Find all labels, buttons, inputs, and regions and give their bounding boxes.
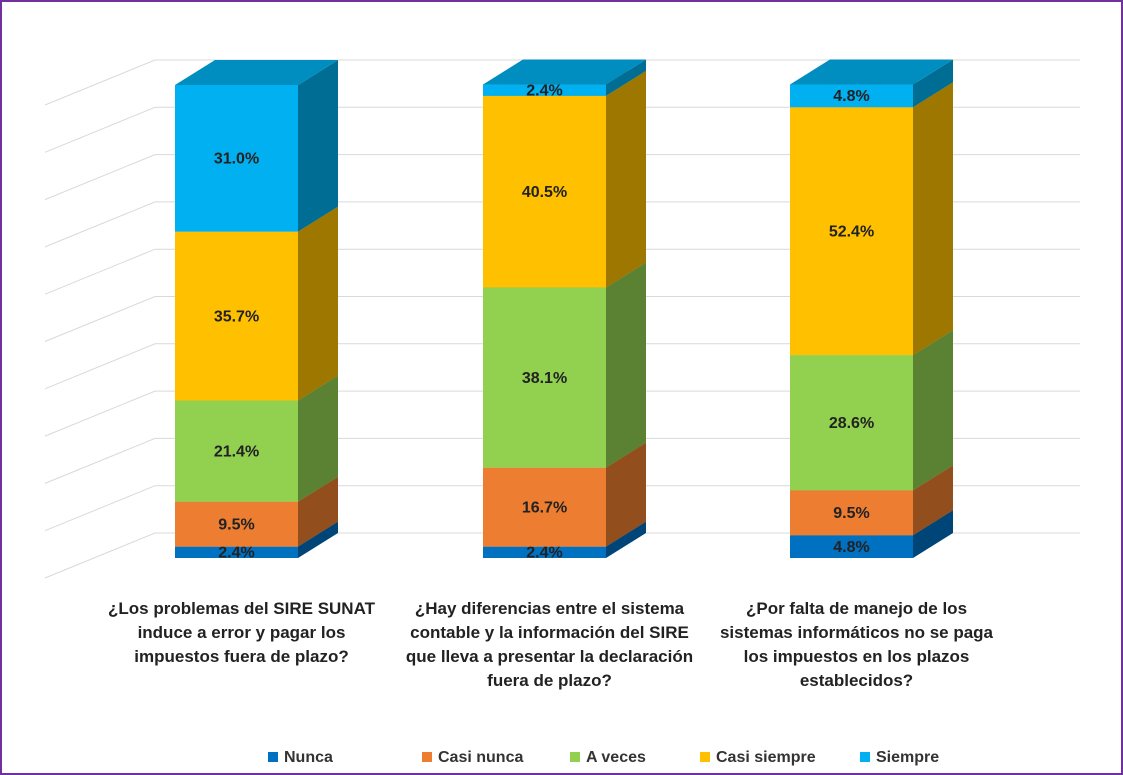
bar [483, 84, 606, 96]
bar-side [298, 375, 338, 502]
legend-label: Casi nunca [438, 749, 523, 766]
bar-top [483, 59, 646, 85]
data-label: 9.5% [218, 516, 254, 533]
bar-top [790, 59, 953, 85]
legend-swatch [860, 752, 870, 762]
grid-line [44, 59, 1080, 106]
bar [790, 490, 913, 536]
data-label: 4.8% [833, 88, 869, 105]
bar-side [606, 442, 646, 547]
grid-line [44, 248, 1080, 295]
legend-swatch [422, 752, 432, 762]
bar [483, 95, 606, 288]
data-label: 31.0% [214, 151, 259, 168]
data-label: 52.4% [829, 223, 874, 240]
bar [790, 535, 913, 558]
data-label: 2.4% [218, 545, 254, 562]
legend-label: Siempre [876, 749, 939, 766]
bar [790, 355, 913, 491]
legend-swatch [268, 752, 278, 762]
bar-side [913, 510, 953, 558]
grid-line [44, 390, 1080, 437]
bar-side [913, 330, 953, 491]
grid-line [44, 201, 1080, 248]
grid-line [44, 343, 1080, 390]
bar [175, 501, 298, 547]
data-label: 21.4% [214, 443, 259, 460]
data-label: 35.7% [214, 308, 259, 325]
bar-side [298, 521, 338, 558]
x-tick-label: ¿Hay diferencias entre el sistema contab… [405, 599, 694, 690]
bar [483, 287, 606, 468]
legend-swatch [570, 752, 580, 762]
bar-side [913, 82, 953, 356]
data-label: 38.1% [522, 370, 567, 387]
bar-side [606, 262, 646, 468]
legend-swatch [700, 752, 710, 762]
grid-line [44, 154, 1080, 201]
bar-side [913, 465, 953, 536]
x-tick-label: ¿Los problemas del SIRE SUNAT induce a e… [107, 599, 375, 666]
grid-line [44, 296, 1080, 342]
bar-side [298, 60, 338, 232]
data-label: 40.5% [522, 184, 567, 201]
x-tick-label: ¿Por falta de manejo de los sistemas inf… [719, 599, 994, 690]
grid-line [44, 437, 1080, 484]
bar [175, 231, 298, 401]
legend-label: Casi siempre [716, 749, 816, 766]
bar-side [298, 476, 338, 547]
data-label: 2.4% [526, 82, 562, 99]
bar-side [298, 206, 338, 401]
bar [175, 85, 298, 232]
bar [483, 467, 606, 547]
bar-side [913, 59, 953, 108]
legend-label: Nunca [284, 749, 333, 766]
grid-line [44, 106, 1080, 153]
bar-side [606, 521, 646, 558]
data-label: 4.8% [833, 539, 869, 556]
bar [175, 546, 298, 558]
bar-side [606, 59, 646, 96]
bar [790, 107, 913, 356]
legend-label: A veces [586, 749, 646, 766]
bar [483, 546, 606, 558]
grid-line [44, 485, 1080, 532]
bar [790, 84, 913, 108]
bar-side [606, 70, 646, 288]
bar [175, 400, 298, 502]
data-label: 2.4% [526, 545, 562, 562]
data-label: 9.5% [833, 505, 869, 522]
data-label: 28.6% [829, 415, 874, 432]
grid-line [44, 532, 1080, 579]
data-label: 16.7% [522, 499, 567, 516]
bar-top [175, 60, 338, 85]
